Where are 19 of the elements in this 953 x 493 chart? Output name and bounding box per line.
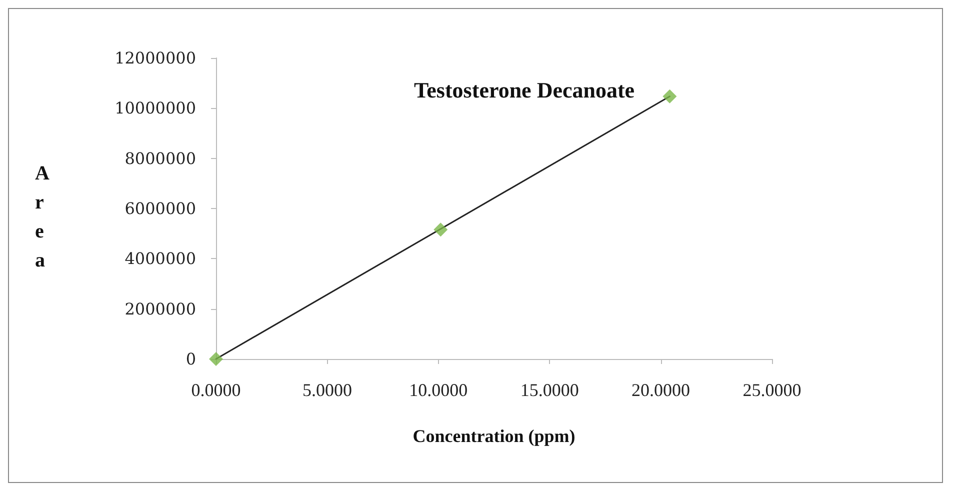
y-tick-label: 12000000	[114, 48, 196, 68]
text: Testosterone Decanoate	[414, 78, 635, 102]
point	[209, 352, 223, 366]
point	[662, 89, 677, 104]
x-axis-title: Concentration (ppm)	[412, 426, 576, 446]
x-tick-label: 0.0000	[191, 380, 241, 400]
x-tick-label: 10.0000	[409, 380, 468, 400]
y-tick-label: 6000000	[124, 199, 196, 218]
x-tick-label: 20.0000	[632, 380, 690, 400]
x-tick-label: 25.0000	[742, 380, 802, 400]
x-tick-label: 5.0000	[302, 380, 352, 400]
x-tick-label: 15.0000	[520, 380, 579, 400]
y-tick-label: 10000000	[114, 98, 196, 118]
y-tick-label: 4000000	[124, 249, 196, 268]
y-tick-label: 8000000	[124, 148, 196, 168]
y-axis-title: Area	[35, 162, 50, 272]
point	[434, 222, 448, 237]
y-tick-label: 2000000	[124, 299, 196, 318]
y-tick-label: 0	[186, 350, 196, 368]
